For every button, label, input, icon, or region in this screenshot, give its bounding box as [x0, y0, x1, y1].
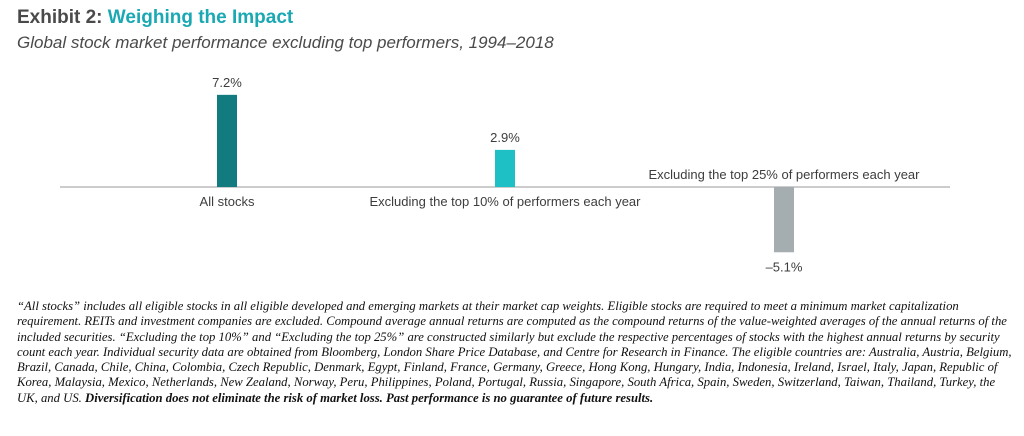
footnote-text: “All stocks” includes all eligible stock… [17, 299, 1012, 405]
category-label-2: Excluding the top 10% of performers each… [370, 194, 642, 209]
footnote: “All stocks” includes all eligible stock… [17, 299, 1012, 406]
exhibit-name: Weighing the Impact [107, 7, 294, 28]
bar-chart: 7.2% All stocks 2.9% Excluding the top 10% … [60, 75, 950, 274]
disclaimer-text: Diversification does not eliminate the r… [85, 390, 654, 405]
value-label-1: 7.2% [212, 75, 242, 90]
bar-3 [774, 187, 794, 253]
exhibit-title: Exhibit 2: Weighing the Impact [17, 7, 293, 29]
bar-2 [495, 149, 515, 187]
chart-subtitle: Global stock market performance excludin… [17, 33, 554, 52]
bar-1 [217, 94, 237, 187]
category-label-3: Excluding the top 25% of performers each… [649, 167, 921, 182]
exhibit-number: Exhibit 2: [17, 7, 103, 28]
value-label-3: –5.1% [766, 259, 803, 274]
category-label-1: All stocks [200, 194, 255, 209]
value-label-2: 2.9% [490, 130, 520, 145]
